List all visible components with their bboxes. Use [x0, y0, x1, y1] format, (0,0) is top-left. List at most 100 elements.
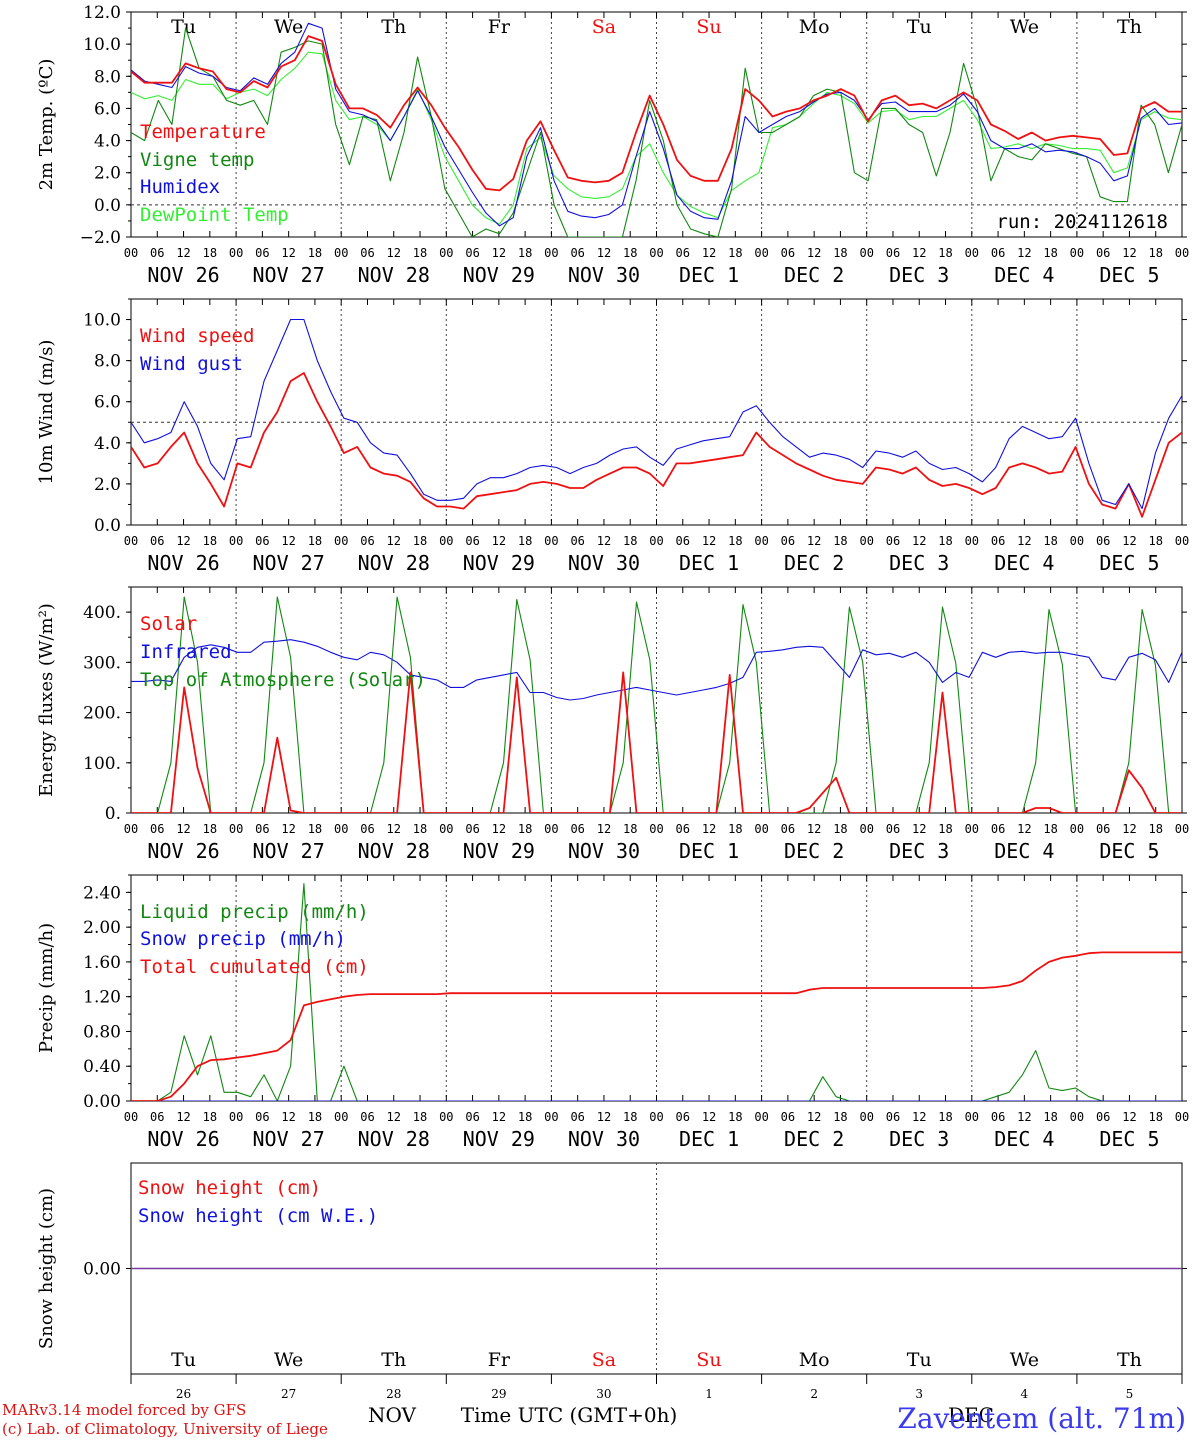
hour-tick-label: 06: [465, 246, 479, 260]
day-of-week-label: Fr: [488, 1349, 511, 1371]
hour-tick-label: 00: [754, 246, 768, 260]
y-tick-label: 200.: [83, 704, 121, 724]
y-tick-label: 2.00: [83, 918, 121, 938]
hour-tick-label: 12: [1017, 534, 1031, 548]
day-of-week-label: Mo: [799, 1349, 830, 1371]
hour-tick-label: 00: [859, 822, 873, 836]
hour-tick-label: 18: [1043, 1110, 1057, 1124]
hour-tick-label: 12: [702, 822, 716, 836]
hour-tick-label: 18: [203, 534, 217, 548]
hour-tick-label: 00: [859, 246, 873, 260]
date-label: NOV 27: [253, 551, 325, 575]
y-tick-label: 2.40: [83, 883, 121, 903]
y-tick-label: 6.0: [94, 393, 121, 413]
date-label: NOV 30: [568, 551, 640, 575]
hour-tick-label: 06: [676, 1110, 690, 1124]
day-of-week-label: Tu: [171, 16, 196, 38]
day-of-week-label: We: [1010, 1349, 1039, 1371]
hour-tick-label: 12: [492, 246, 506, 260]
hour-tick-label: 06: [255, 534, 269, 548]
hour-tick-label: 18: [308, 822, 322, 836]
day-of-week-label: Th: [1117, 16, 1142, 38]
series-line-vigne-temp: [131, 27, 1182, 237]
date-label: NOV 28: [358, 1127, 430, 1151]
hour-tick-label: 12: [807, 1110, 821, 1124]
hour-tick-label: 12: [1017, 246, 1031, 260]
footer-model: MARv3.14 model forced by GFS: [2, 1401, 246, 1419]
hour-tick-label: 00: [439, 534, 453, 548]
hour-tick-label: 12: [912, 534, 926, 548]
hour-tick-label: 00: [334, 822, 348, 836]
date-label: NOV 29: [463, 551, 535, 575]
hour-tick-label: 18: [203, 822, 217, 836]
series-line-temperature: [131, 35, 1182, 192]
hour-tick-label: 06: [570, 246, 584, 260]
hour-tick-label: 00: [544, 246, 558, 260]
legend-entry: Humidex: [140, 176, 220, 198]
legend-entry: Total cumulated (cm): [140, 956, 369, 978]
panel-wind: 0.0 2.0 4.0 6.0 8.0 10.0 10m Wind (m/s) 00 06 12 1…: [36, 298, 1189, 575]
y-tick-label: 0.80: [83, 1022, 121, 1042]
hour-tick-label: 12: [807, 534, 821, 548]
day-number-label: 1: [705, 1387, 713, 1401]
day-of-week-label: We: [1010, 16, 1039, 38]
hour-tick-label: 06: [360, 246, 374, 260]
date-label: NOV 26: [147, 1127, 219, 1151]
hour-tick-label: 06: [1096, 822, 1110, 836]
y-tick-label: 6.0: [94, 99, 121, 119]
series-line-humidex: [131, 22, 1182, 227]
hour-tick-label: 12: [387, 822, 401, 836]
hour-tick-label: 18: [518, 246, 532, 260]
hour-tick-label: 06: [465, 534, 479, 548]
hour-tick-label: 06: [991, 534, 1005, 548]
hour-tick-label: 06: [781, 246, 795, 260]
hour-tick-label: 18: [413, 534, 427, 548]
hour-tick-label: 18: [203, 246, 217, 260]
series-line-liquid-precip-mm-h-: [131, 883, 1182, 1101]
day-of-week-label: Tu: [171, 1349, 196, 1371]
date-label: DEC 5: [1099, 1127, 1159, 1151]
hour-tick-label: 18: [1148, 1110, 1162, 1124]
date-label: NOV 27: [253, 263, 325, 287]
date-label: DEC 2: [784, 551, 844, 575]
day-number-label: 27: [281, 1387, 296, 1401]
hour-tick-label: 06: [1096, 1110, 1110, 1124]
hour-tick-label: 18: [1043, 822, 1057, 836]
hour-tick-label: 06: [360, 534, 374, 548]
hour-tick-label: 18: [728, 246, 742, 260]
hour-tick-label: 06: [886, 1110, 900, 1124]
date-label: NOV 26: [147, 263, 219, 287]
hour-tick-label: 18: [308, 246, 322, 260]
day-of-week-label: We: [274, 1349, 303, 1371]
hour-tick-label: 18: [833, 534, 847, 548]
hour-tick-label: 00: [649, 1110, 663, 1124]
hour-tick-label: 06: [991, 1110, 1005, 1124]
hour-tick-label: 18: [1148, 246, 1162, 260]
hour-tick-label: 06: [255, 822, 269, 836]
date-label: NOV 26: [147, 839, 219, 863]
hour-tick-label: 18: [938, 1110, 952, 1124]
hour-tick-label: 06: [781, 1110, 795, 1124]
hour-tick-label: 00: [124, 534, 138, 548]
day-of-week-label: Th: [381, 1349, 406, 1371]
hour-tick-label: 12: [281, 822, 295, 836]
legend-entry: Snow precip (mm/h): [140, 928, 346, 950]
plot-frame: [130, 298, 1183, 526]
date-label: DEC 4: [994, 839, 1054, 863]
hour-tick-label: 00: [1070, 534, 1084, 548]
y-tick-label: 4.0: [94, 132, 121, 152]
legend-entry: DewPoint Temp: [140, 204, 289, 226]
date-label: NOV 27: [253, 839, 325, 863]
hour-tick-label: 12: [912, 246, 926, 260]
hour-tick-label: 00: [544, 822, 558, 836]
hour-tick-label: 00: [859, 534, 873, 548]
day-of-week-label: Fr: [488, 16, 511, 38]
date-label: NOV 27: [253, 1127, 325, 1151]
hour-tick-label: 18: [623, 246, 637, 260]
hour-tick-label: 00: [334, 534, 348, 548]
hour-tick-label: 06: [991, 246, 1005, 260]
date-label: NOV 29: [463, 1127, 535, 1151]
day-of-week-label: Th: [1117, 1349, 1142, 1371]
hour-tick-label: 06: [150, 534, 164, 548]
hour-tick-label: 12: [597, 1110, 611, 1124]
